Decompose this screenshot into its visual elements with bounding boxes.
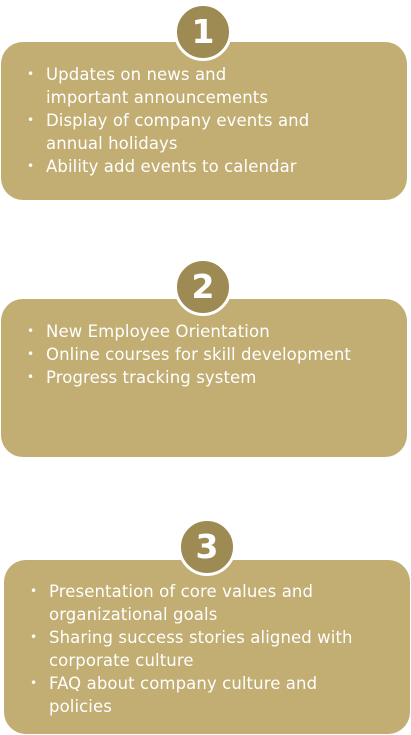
step-1-card: Updates on news and important announceme… bbox=[1, 42, 407, 200]
step-2-item: Online courses for skill development bbox=[27, 343, 351, 366]
step-1-item: Display of company events and annual hol… bbox=[27, 109, 309, 155]
step-1-item: Ability add events to calendar bbox=[27, 155, 309, 178]
step-2-list: New Employee Orientation Online courses … bbox=[27, 320, 351, 389]
step-1-badge: 1 bbox=[174, 3, 232, 61]
step-3-list: Presentation of core values and organiza… bbox=[30, 580, 353, 718]
step-3-item: FAQ about company culture and policies bbox=[30, 672, 353, 718]
step-2-card: New Employee Orientation Online courses … bbox=[1, 299, 407, 457]
step-2-item: New Employee Orientation bbox=[27, 320, 351, 343]
step-3-card: Presentation of core values and organiza… bbox=[4, 560, 410, 734]
step-2-badge: 2 bbox=[174, 258, 232, 316]
step-3-badge: 3 bbox=[178, 518, 236, 576]
step-1-item: Updates on news and important announceme… bbox=[27, 63, 309, 109]
step-3-item: Sharing success stories aligned with cor… bbox=[30, 626, 353, 672]
step-1-list: Updates on news and important announceme… bbox=[27, 63, 309, 178]
step-3-item: Presentation of core values and organiza… bbox=[30, 580, 353, 626]
step-2-item: Progress tracking system bbox=[27, 366, 351, 389]
